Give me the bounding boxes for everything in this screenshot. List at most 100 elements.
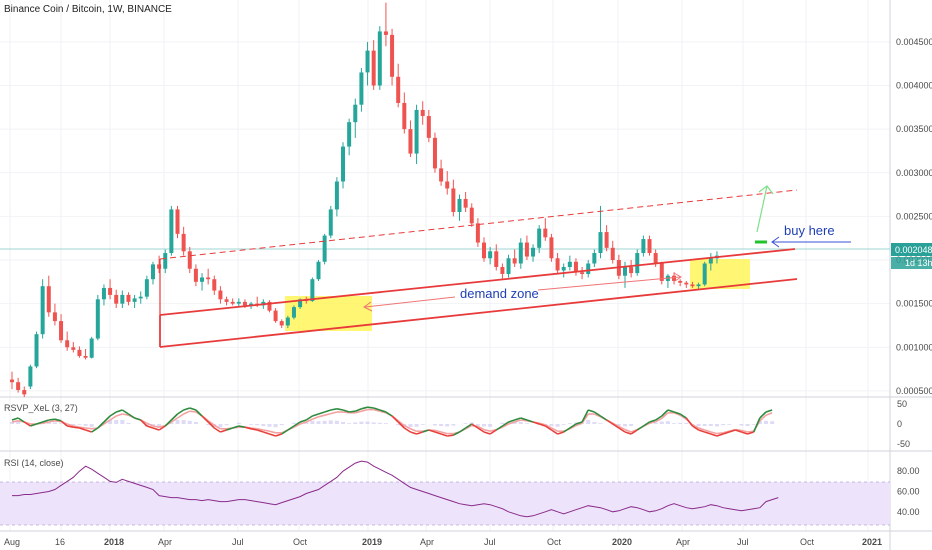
candle-body	[708, 258, 713, 264]
candle-body	[500, 266, 505, 274]
indicator-1-histogram-bar	[126, 422, 131, 424]
time-tick-label: Oct	[547, 537, 562, 547]
indicator-1-histogram-bar	[304, 422, 309, 424]
indicator-1-histogram-bar	[482, 424, 487, 427]
indicator-1-slow-segment	[514, 419, 522, 423]
indicator-1-fast-segment	[305, 415, 313, 421]
indicator-1-histogram-bar	[518, 422, 523, 424]
indicator-1-slow-segment	[502, 423, 509, 428]
indicator-1-fast-segment	[269, 433, 276, 437]
indicator-1-slow-segment	[122, 413, 129, 416]
indicator-1-histogram-bar	[475, 424, 480, 426]
indicator-1-histogram-bar	[310, 420, 315, 424]
candle-body	[77, 349, 82, 356]
candle-body	[420, 109, 425, 117]
indicator-1-slow-segment	[299, 421, 307, 425]
indicator-1-histogram-bar	[727, 424, 732, 425]
candle-body	[200, 277, 205, 282]
candle-body	[267, 301, 272, 311]
indicator-1-slow-segment	[722, 430, 730, 434]
indicator-1-histogram-bar	[193, 422, 198, 424]
time-tick-label: Jul	[737, 537, 749, 547]
indicator-1-fast-segment	[747, 431, 754, 435]
indicator-1-fast-segment	[79, 427, 86, 431]
candle-body	[451, 188, 456, 213]
indicator-1-histogram-bar	[347, 423, 352, 424]
indicator-1-tick-label: 50	[897, 399, 907, 409]
indicator-1-fast-segment	[54, 418, 62, 422]
demand-zone-arrow-left	[363, 296, 456, 312]
last-price-badge	[891, 243, 932, 256]
indicator-1-fast-segment	[263, 431, 270, 435]
indicator-1-slow-segment	[177, 413, 185, 419]
indicator-1-tick-label: -50	[897, 439, 910, 449]
indicator-1-histogram-bar	[10, 422, 14, 424]
indicator-1-histogram-bar	[114, 420, 119, 424]
indicator-1-fast-segment	[752, 417, 761, 433]
time-tick-label: 16	[55, 537, 65, 547]
indicator-1-slow-segment	[213, 424, 221, 430]
indicator-1-histogram-bar	[463, 423, 468, 424]
indicator-1-slow-segment	[152, 425, 160, 428]
candle-body	[690, 284, 695, 287]
indicator-1-histogram-bar	[359, 421, 364, 424]
indicator-1-histogram-bar	[249, 424, 254, 425]
indicator-1-slow-segment	[79, 426, 86, 429]
indicator-1-lines	[10, 406, 775, 437]
indicator-1-fast-segment	[354, 408, 362, 412]
candle-body	[52, 312, 57, 322]
indicator-1-fast-segment	[600, 415, 608, 421]
indicator-1-slow-segment	[655, 417, 663, 423]
candle-body	[396, 76, 401, 103]
candle-body	[469, 207, 474, 224]
indicator-1-fast-segment	[710, 433, 718, 437]
indicator-1-fast-segment	[195, 409, 203, 417]
indicator-1-histogram-bar	[328, 420, 333, 424]
indicator-1-fast-segment	[17, 417, 25, 423]
indicator-1-fast-segment	[440, 433, 448, 437]
indicator-1-fast-segment	[563, 427, 571, 433]
indicator-1-fast-segment	[128, 413, 136, 419]
candle-body	[120, 294, 125, 304]
indicator-1-fast-segment	[477, 427, 485, 433]
indicator-1-slow-segment	[183, 410, 191, 415]
indicator-1-fast-segment	[232, 425, 240, 429]
indicator-1-histogram-bar	[721, 424, 726, 426]
indicator-1-fast-segment	[397, 421, 405, 429]
indicator-1-slow-segment	[483, 428, 491, 432]
candle-body	[150, 264, 155, 280]
candle-body	[169, 209, 174, 254]
indicator-1-histogram-bar	[169, 422, 174, 424]
indicator-1-slow-segment	[257, 428, 264, 431]
indicator-1-fast-segment	[624, 431, 632, 435]
indicator-1-fast-segment	[630, 429, 638, 435]
candle-body	[488, 251, 493, 259]
time-tick-label: 2019	[362, 537, 382, 547]
candle-body	[89, 338, 94, 358]
indicator-1-fast-segment	[514, 417, 522, 421]
indicator-1-fast-segment	[11, 417, 19, 421]
time-tick-label: Oct	[293, 537, 308, 547]
indicator-1-slow-segment	[312, 416, 319, 420]
indicator-1-fast-segment	[416, 431, 423, 435]
candle-body	[114, 294, 119, 304]
indicator-1-histogram-bar	[59, 423, 64, 424]
indicator-1-histogram-bar	[273, 424, 278, 428]
rsi-tick-label: 40.00	[897, 507, 920, 517]
candle-body	[543, 228, 548, 238]
indicator-1-histogram-bar	[567, 423, 572, 424]
channel-lower-support-line	[159, 278, 798, 348]
candlestick-series	[10, 2, 719, 397]
indicator-1-fast-segment	[336, 408, 344, 411]
indicator-1-histogram-bar	[371, 422, 376, 424]
time-tick-label: Oct	[800, 537, 815, 547]
rsi-axis-ticks: 80.00 60.00 40.00	[897, 466, 920, 517]
indicator-1-slow-segment	[269, 430, 276, 434]
candle-body	[298, 299, 303, 308]
indicator-1-slow-segment	[692, 424, 699, 429]
indicator-1-histogram-bar	[16, 421, 21, 424]
indicator-1-fast-segment	[716, 433, 724, 437]
indicator-1-fast-segment	[575, 421, 583, 425]
